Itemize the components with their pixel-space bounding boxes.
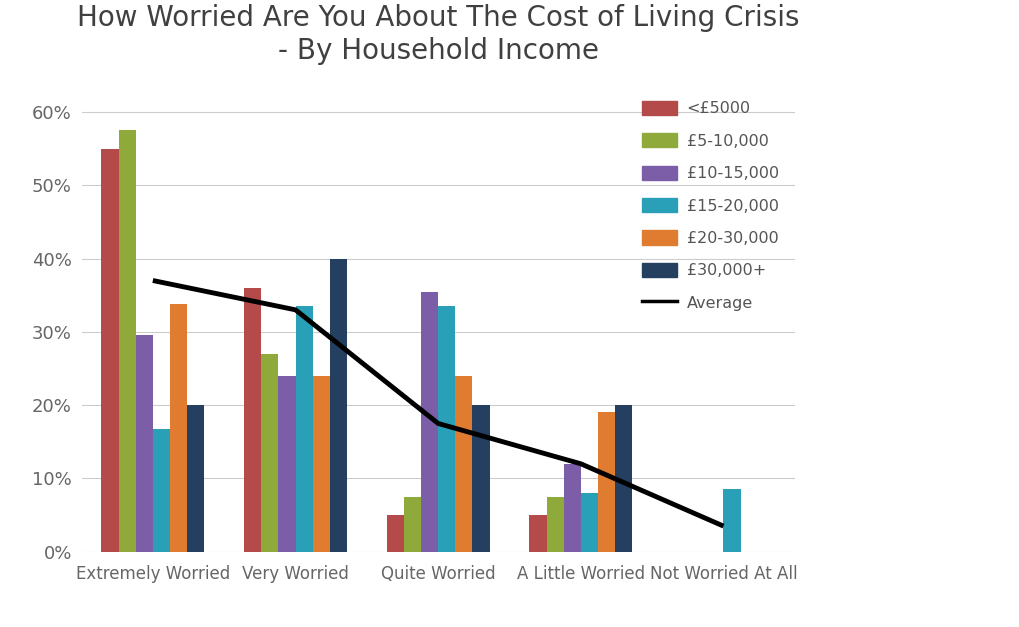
Bar [245,288,261,552]
Bar [473,405,489,552]
Bar [118,130,136,552]
Title: How Worried Are You About The Cost of Living Crisis
- By Household Income: How Worried Are You About The Cost of Li… [76,4,800,65]
Bar [261,354,278,552]
Bar [153,429,170,552]
Bar [615,405,632,552]
Bar [278,376,296,552]
Bar [455,376,473,552]
Legend: <£5000, £5-10,000, £10-15,000, £15-20,000, £20-30,000, £30,000+, Average: <£5000, £5-10,000, £10-15,000, £15-20,00… [634,93,787,319]
Bar [564,464,581,552]
Bar [387,515,404,552]
Bar [598,413,615,552]
Bar [581,493,598,552]
Bar [296,306,313,552]
Bar [723,490,741,552]
Bar [530,515,546,552]
Bar [330,258,346,552]
Bar [102,149,118,552]
Bar [438,306,455,552]
Bar [187,405,204,552]
Bar [313,376,330,552]
Bar [421,292,438,552]
Bar [170,304,187,552]
Bar [546,497,564,552]
Bar [404,497,421,552]
Bar [136,335,153,552]
